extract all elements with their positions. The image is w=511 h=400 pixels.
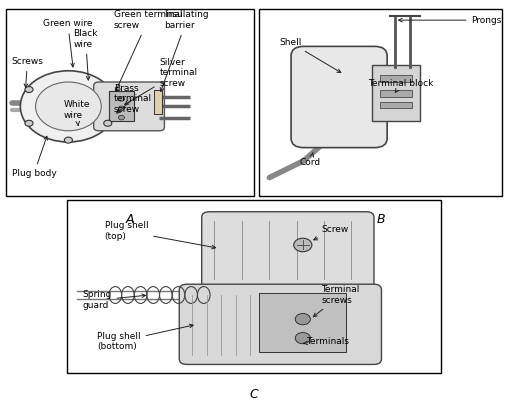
- Text: Cord: Cord: [299, 153, 321, 167]
- Text: Brass
terminal
screw: Brass terminal screw: [114, 84, 152, 114]
- Circle shape: [104, 120, 112, 126]
- Circle shape: [119, 115, 125, 120]
- FancyBboxPatch shape: [67, 200, 441, 373]
- FancyBboxPatch shape: [291, 46, 387, 148]
- Circle shape: [25, 86, 33, 92]
- Bar: [109, 91, 134, 121]
- Text: White
wire: White wire: [63, 100, 90, 126]
- Circle shape: [295, 332, 310, 344]
- Text: Terminals: Terminals: [304, 337, 350, 346]
- Circle shape: [20, 71, 117, 142]
- Circle shape: [295, 314, 310, 325]
- Circle shape: [119, 97, 125, 101]
- Circle shape: [36, 82, 101, 131]
- FancyBboxPatch shape: [372, 65, 420, 121]
- FancyBboxPatch shape: [94, 82, 165, 131]
- FancyBboxPatch shape: [259, 293, 346, 352]
- Text: Terminal block: Terminal block: [368, 79, 434, 92]
- Text: Plug shell
(bottom): Plug shell (bottom): [97, 324, 193, 351]
- Text: Screw: Screw: [314, 225, 349, 240]
- Circle shape: [294, 238, 312, 252]
- Text: Shell: Shell: [280, 38, 341, 72]
- Bar: [154, 90, 162, 114]
- Text: Spring
guard: Spring guard: [82, 290, 146, 310]
- FancyBboxPatch shape: [179, 284, 382, 364]
- Circle shape: [25, 120, 33, 126]
- Circle shape: [64, 137, 73, 143]
- Text: Black
wire: Black wire: [74, 29, 98, 80]
- Text: Terminal
screws: Terminal screws: [313, 285, 360, 317]
- Text: Plug shell
(top): Plug shell (top): [105, 222, 216, 249]
- Text: Prongs: Prongs: [399, 16, 502, 25]
- Bar: [380, 102, 412, 108]
- Text: Plug body: Plug body: [12, 136, 56, 178]
- FancyBboxPatch shape: [259, 9, 502, 196]
- FancyBboxPatch shape: [7, 9, 254, 196]
- Text: Insulating
barrier: Insulating barrier: [160, 10, 209, 92]
- Text: Green wire: Green wire: [43, 19, 92, 67]
- Bar: [380, 75, 412, 82]
- Circle shape: [119, 106, 125, 110]
- FancyBboxPatch shape: [202, 212, 374, 288]
- Text: A: A: [126, 213, 134, 226]
- Text: Silver
terminal
screw: Silver terminal screw: [125, 58, 198, 104]
- Text: Green terminal
screw: Green terminal screw: [114, 10, 182, 92]
- Text: C: C: [250, 388, 259, 400]
- Bar: [380, 90, 412, 97]
- Text: Screws: Screws: [12, 57, 43, 88]
- Text: B: B: [376, 213, 385, 226]
